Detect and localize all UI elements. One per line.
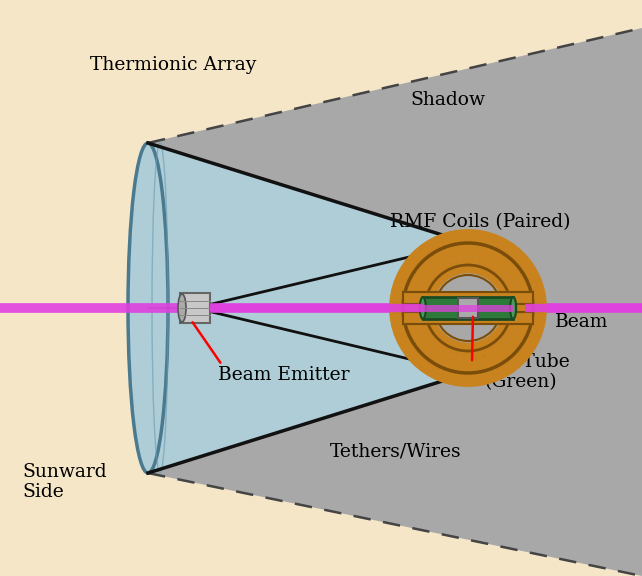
- Ellipse shape: [178, 294, 186, 322]
- FancyBboxPatch shape: [180, 293, 210, 323]
- Ellipse shape: [128, 143, 168, 473]
- Ellipse shape: [510, 297, 516, 319]
- Text: Drift Tube
(Green): Drift Tube (Green): [472, 353, 569, 392]
- Text: Shadow: Shadow: [410, 91, 485, 109]
- Text: Thermionic Array: Thermionic Array: [90, 56, 256, 74]
- Bar: [403, 292, 533, 304]
- Text: Tethers/Wires: Tethers/Wires: [330, 443, 462, 461]
- Text: Beam: Beam: [555, 313, 609, 331]
- Text: Sunward
Side: Sunward Side: [22, 463, 107, 501]
- Polygon shape: [148, 143, 468, 473]
- Ellipse shape: [420, 297, 426, 319]
- Polygon shape: [148, 28, 642, 576]
- Text: Beam Emitter: Beam Emitter: [218, 366, 349, 384]
- Bar: [403, 312, 533, 324]
- Ellipse shape: [417, 257, 519, 359]
- Bar: [458, 298, 478, 318]
- Bar: [423, 297, 513, 319]
- Text: RMF Coils (Paired): RMF Coils (Paired): [390, 213, 571, 231]
